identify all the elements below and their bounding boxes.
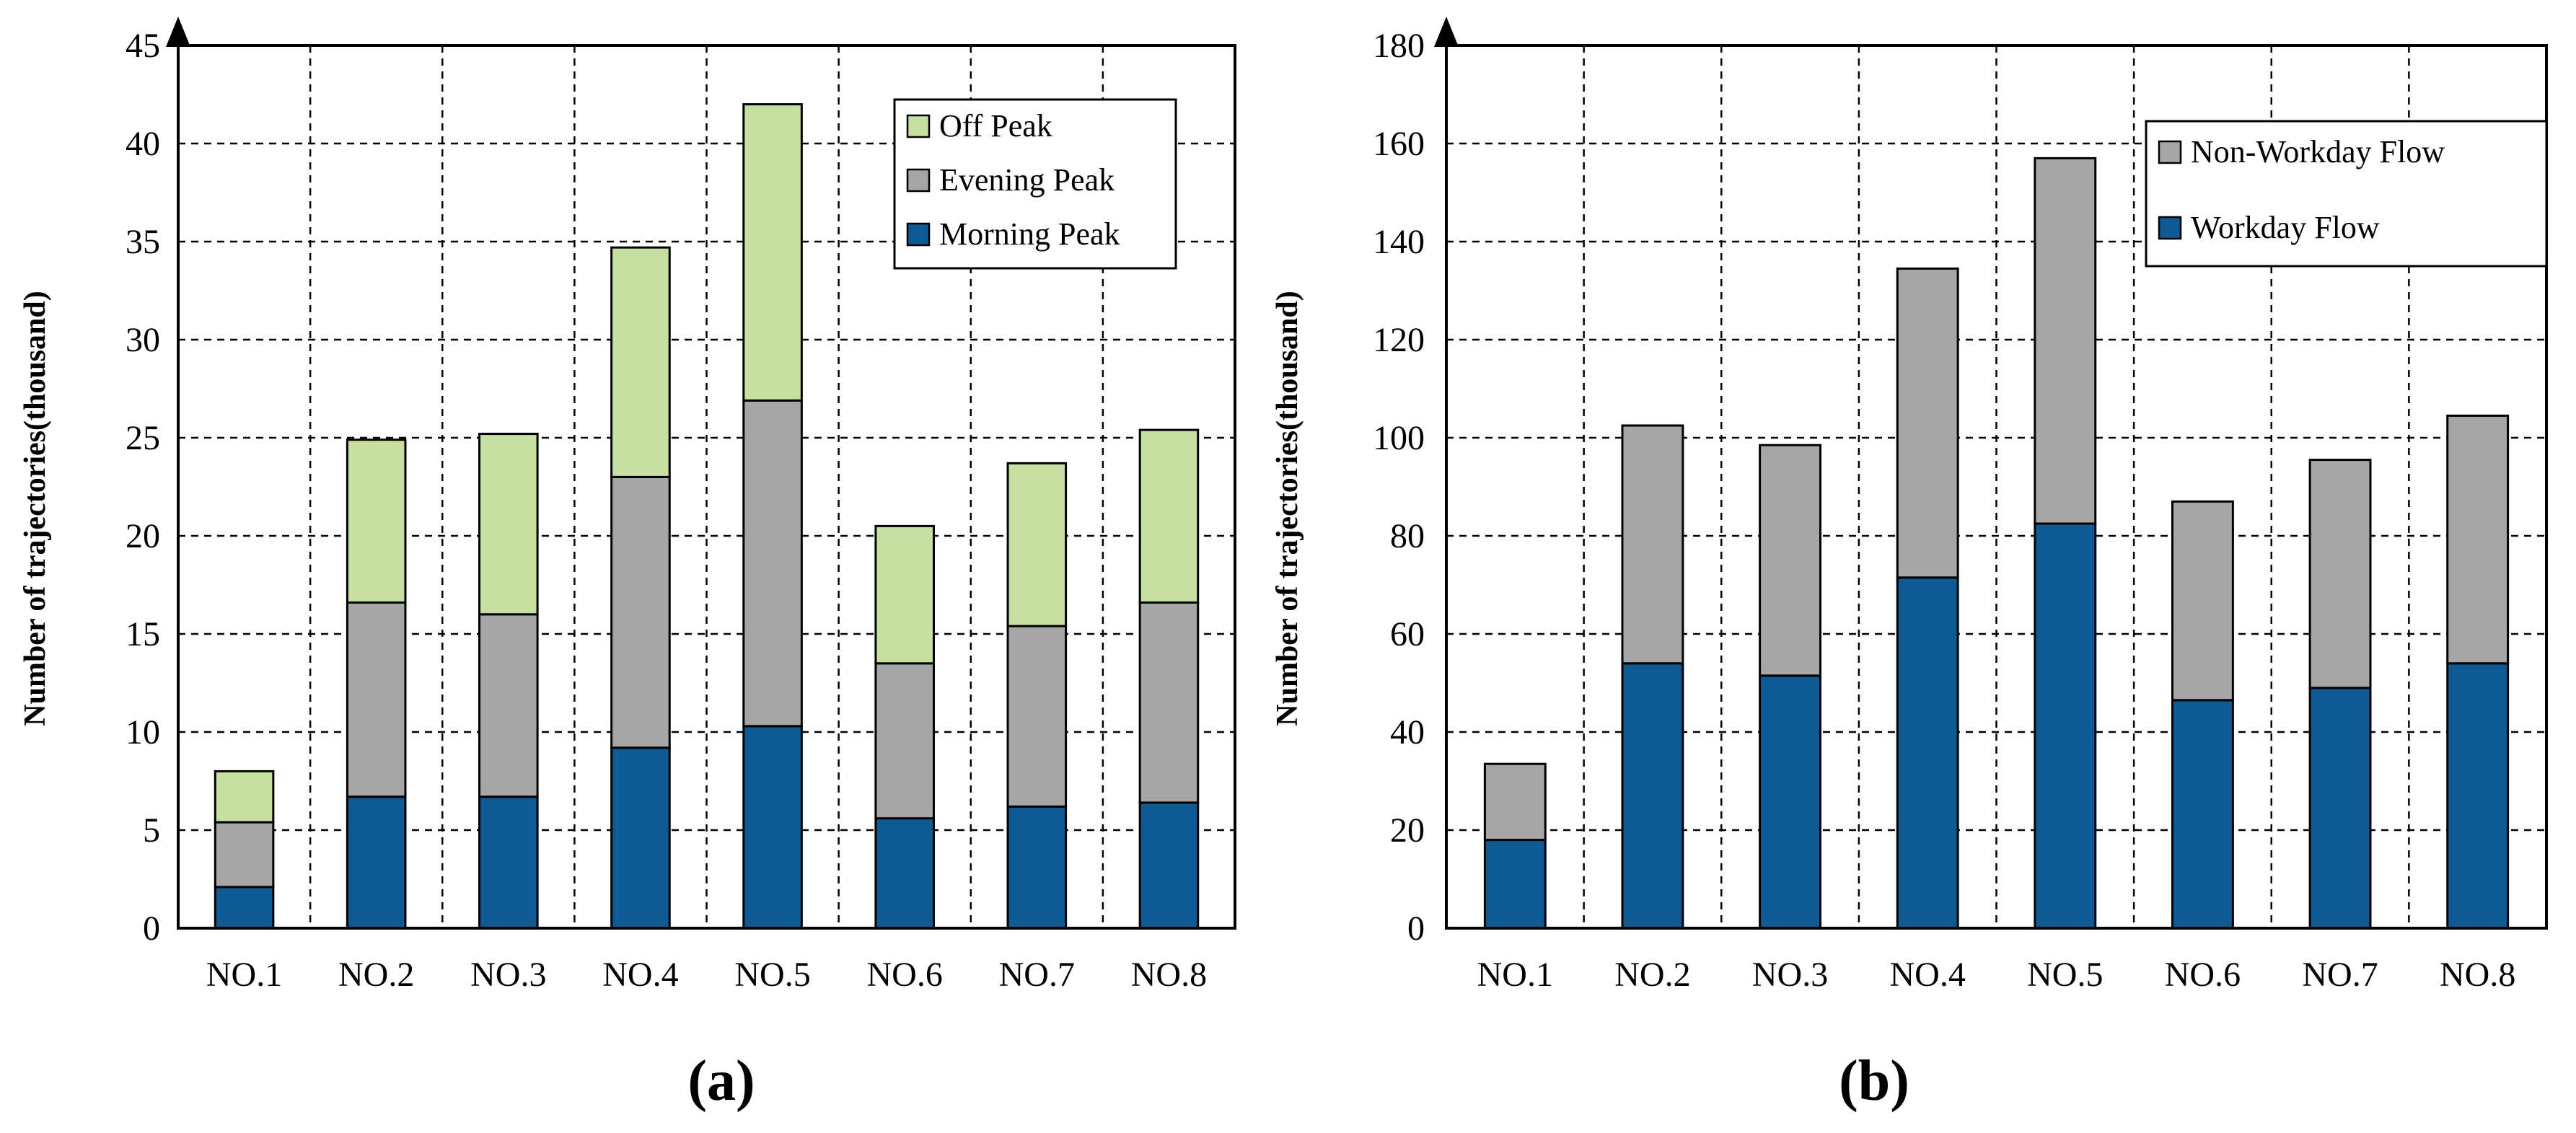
bar-b-no5-workday-flow xyxy=(2034,522,2097,930)
x-tick-label: NO.3 xyxy=(470,956,546,994)
bar-a-no4-evening-peak xyxy=(610,475,671,749)
chart-b: 0 20 40 60 80 100 120 140 160 180 NO.1 NO.2 NO.3 NO.4… xyxy=(1271,17,2548,994)
bar-a-no1-morning-peak xyxy=(214,886,275,930)
x-tick-label: NO.1 xyxy=(206,956,282,994)
y-tick-label: 60 xyxy=(1390,615,1425,653)
x-tick-label: NO.4 xyxy=(602,956,678,994)
bar-b-no6-workday-flow xyxy=(2171,699,2234,930)
bar-a-no1-evening-peak xyxy=(214,821,275,889)
y-tick-label: 45 xyxy=(126,27,160,65)
bar-a-no7-evening-peak xyxy=(1006,625,1068,808)
x-tick-label: NO.7 xyxy=(2302,956,2378,994)
y-axis-arrow xyxy=(166,17,190,47)
bar-b-no3-non-workday-flow xyxy=(1759,444,1821,677)
bar-a-no3-evening-peak xyxy=(478,613,539,798)
bar-a-no2-morning-peak xyxy=(346,795,407,930)
y-tick-label: 0 xyxy=(143,909,160,948)
y-tick-label: 160 xyxy=(1373,125,1425,163)
panel-label-b: (b) xyxy=(1839,1049,1909,1113)
bar-a-no2-evening-peak xyxy=(346,601,407,798)
bar-a-no8-morning-peak xyxy=(1138,801,1200,930)
bar-b-no8-non-workday-flow xyxy=(2446,414,2510,665)
plot-frame xyxy=(177,44,1236,930)
x-tick-label: NO.7 xyxy=(999,956,1075,994)
bar-a-no3-off-peak xyxy=(478,433,539,616)
bar-a-no5-off-peak xyxy=(742,103,803,402)
legend-swatch xyxy=(906,168,931,193)
y-tick-label: 20 xyxy=(126,517,160,555)
legend-label: Non-Workday Flow xyxy=(2191,134,2445,169)
plot-frame xyxy=(1445,44,2548,930)
bar-a-no5-morning-peak xyxy=(742,725,803,930)
bar-a-no4-off-peak xyxy=(610,246,671,478)
x-tick-label: NO.5 xyxy=(734,956,810,994)
legend-label: Morning Peak xyxy=(939,216,1120,252)
bar-b-no8-workday-flow xyxy=(2446,662,2510,930)
legend-label: Evening Peak xyxy=(939,162,1115,198)
bar-a-no6-off-peak xyxy=(874,524,935,665)
x-tick-label: NO.8 xyxy=(1131,956,1207,994)
bar-a-no6-morning-peak xyxy=(874,817,935,930)
bar-b-no1-workday-flow xyxy=(1483,839,1547,930)
x-tick-label: NO.5 xyxy=(2027,956,2103,994)
bar-b-no7-non-workday-flow xyxy=(2308,459,2372,689)
bar-b-no1-non-workday-flow xyxy=(1483,762,1547,842)
y-tick-label: 35 xyxy=(126,223,160,261)
x-tick-label: NO.6 xyxy=(867,956,943,994)
y-axis-arrow xyxy=(1434,17,1459,47)
legend-swatch xyxy=(2158,140,2182,164)
legend-label: Off Peak xyxy=(939,108,1052,144)
legend-swatch xyxy=(906,222,931,247)
chart-a: 0 5 10 15 20 25 30 35 40 45 NO.1 NO.2 NO.3 NO.4 NO.5 NO… xyxy=(19,17,1236,994)
panel-label-a: (a) xyxy=(687,1049,755,1113)
x-tick-label: NO.2 xyxy=(1614,956,1690,994)
bar-a-no7-morning-peak xyxy=(1006,805,1068,930)
legend-swatch xyxy=(906,114,931,138)
y-tick-label: 0 xyxy=(1407,909,1425,948)
bar-b-no7-workday-flow xyxy=(2308,687,2372,930)
x-tick-label: NO.4 xyxy=(1890,956,1966,994)
y-tick-label: 25 xyxy=(126,419,160,457)
y-tick-label: 140 xyxy=(1373,223,1425,261)
y-tick-label: 40 xyxy=(126,125,160,163)
x-tick-label: NO.2 xyxy=(338,956,414,994)
legend-swatch xyxy=(2158,216,2182,240)
y-axis-title: Number of trajectories(thousand) xyxy=(19,291,52,726)
x-tick-label: NO.1 xyxy=(1477,956,1553,994)
bar-a-no7-off-peak xyxy=(1006,462,1068,627)
bar-a-no6-evening-peak xyxy=(874,662,935,820)
y-tick-label: 15 xyxy=(126,615,160,653)
y-tick-label: 10 xyxy=(126,713,160,751)
y-axis-title: Number of trajectories(thousand) xyxy=(1271,291,1304,726)
y-tick-label: 120 xyxy=(1373,321,1425,359)
bar-b-no4-non-workday-flow xyxy=(1896,267,1959,579)
bar-a-no4-morning-peak xyxy=(610,746,671,930)
bar-a-no2-off-peak xyxy=(346,438,407,604)
bar-b-no2-non-workday-flow xyxy=(1621,424,1684,665)
y-tick-label: 5 xyxy=(143,811,160,850)
legend-label: Workday Flow xyxy=(2191,210,2380,245)
y-tick-label: 20 xyxy=(1390,811,1425,850)
bar-a-no8-evening-peak xyxy=(1138,601,1200,804)
legend-box xyxy=(893,98,1177,270)
y-tick-label: 80 xyxy=(1390,517,1425,555)
bar-a-no5-evening-peak xyxy=(742,399,803,728)
bar-b-no4-workday-flow xyxy=(1896,576,1959,930)
bar-a-no3-morning-peak xyxy=(478,795,539,930)
bar-b-no2-workday-flow xyxy=(1621,662,1684,930)
bar-a-no8-off-peak xyxy=(1138,428,1200,604)
x-tick-label: NO.3 xyxy=(1752,956,1828,994)
bar-b-no3-workday-flow xyxy=(1759,674,1821,930)
x-tick-label: NO.8 xyxy=(2440,956,2515,994)
bar-a-no1-off-peak xyxy=(214,770,275,824)
y-tick-label: 100 xyxy=(1373,419,1425,457)
bar-b-no6-non-workday-flow xyxy=(2171,500,2234,702)
y-tick-label: 40 xyxy=(1390,713,1425,751)
y-tick-label: 180 xyxy=(1373,27,1425,65)
legend-box xyxy=(2145,120,2548,268)
bar-b-no5-non-workday-flow xyxy=(2034,156,2097,525)
y-tick-label: 30 xyxy=(126,321,160,359)
x-tick-label: NO.6 xyxy=(2165,956,2241,994)
